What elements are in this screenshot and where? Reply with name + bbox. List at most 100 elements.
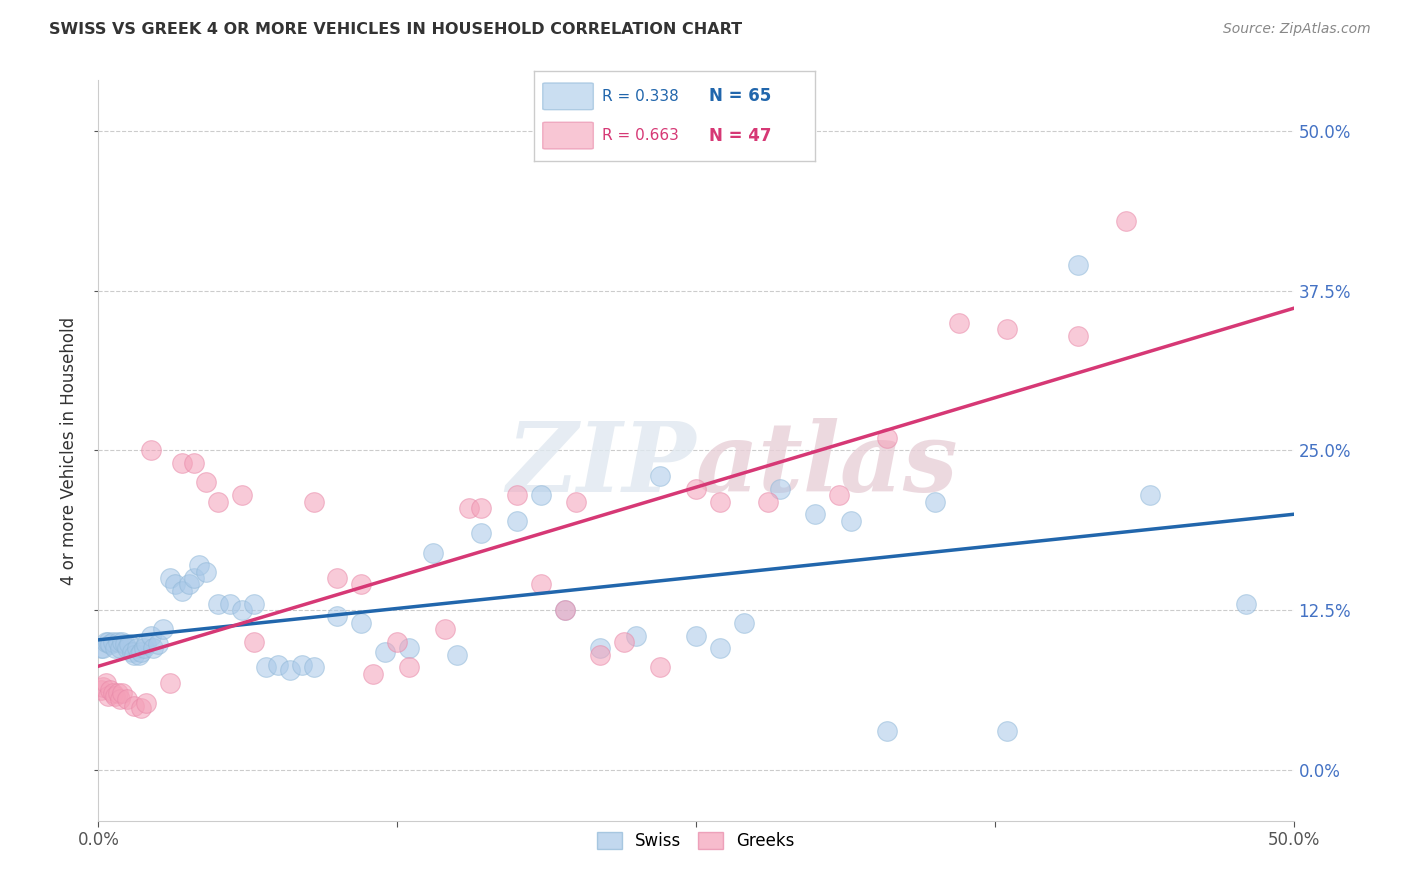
Point: [506, 488, 529, 502]
Point: [104, 641, 127, 656]
Text: R = 0.663: R = 0.663: [602, 128, 679, 143]
FancyBboxPatch shape: [543, 122, 593, 149]
Point: [804, 508, 827, 522]
Point: [302, 660, 325, 674]
Point: [422, 545, 444, 559]
Point: [254, 660, 277, 674]
Point: [207, 494, 229, 508]
Point: [107, 686, 129, 700]
Point: [876, 724, 898, 739]
Point: [219, 597, 242, 611]
FancyBboxPatch shape: [543, 83, 593, 110]
Point: [108, 692, 131, 706]
Point: [139, 443, 162, 458]
Text: N = 65: N = 65: [709, 87, 770, 105]
Point: [446, 648, 468, 662]
Point: [554, 603, 576, 617]
Point: [91, 641, 114, 656]
Point: [91, 680, 114, 694]
Point: [565, 494, 588, 508]
Point: [1067, 259, 1090, 273]
Point: [326, 571, 349, 585]
Point: [876, 431, 898, 445]
Point: [363, 666, 385, 681]
Point: [142, 641, 165, 656]
Point: [135, 696, 157, 710]
Point: [98, 638, 122, 652]
Point: [385, 635, 409, 649]
Point: [685, 629, 707, 643]
Point: [995, 322, 1018, 336]
Point: [398, 641, 420, 656]
Point: [458, 500, 481, 515]
Point: [243, 597, 266, 611]
Point: [90, 683, 112, 698]
Point: [104, 689, 127, 703]
Point: [163, 577, 186, 591]
Point: [108, 641, 131, 656]
Text: SWISS VS GREEK 4 OR MORE VEHICLES IN HOUSEHOLD CORRELATION CHART: SWISS VS GREEK 4 OR MORE VEHICLES IN HOU…: [49, 22, 742, 37]
Point: [243, 635, 266, 649]
Text: ZIP: ZIP: [506, 418, 696, 512]
Point: [530, 577, 553, 591]
Point: [124, 698, 146, 713]
Point: [648, 660, 672, 674]
Point: [470, 526, 492, 541]
Point: [131, 645, 153, 659]
Point: [756, 494, 779, 508]
Point: [709, 494, 731, 508]
Point: [172, 456, 194, 470]
Legend: Swiss, Greeks: Swiss, Greeks: [591, 825, 801, 856]
Point: [101, 635, 124, 649]
Point: [183, 456, 205, 470]
Point: [589, 641, 612, 656]
Point: [94, 675, 117, 690]
Point: [709, 641, 731, 656]
Point: [554, 603, 576, 617]
Text: R = 0.338: R = 0.338: [602, 89, 679, 103]
Point: [291, 657, 314, 672]
Point: [1115, 213, 1137, 227]
Point: [995, 724, 1018, 739]
Point: [350, 615, 373, 630]
Point: [506, 514, 529, 528]
Point: [107, 635, 129, 649]
Point: [231, 488, 253, 502]
Point: [128, 648, 150, 662]
Point: [97, 689, 120, 703]
Point: [111, 686, 134, 700]
Point: [159, 675, 181, 690]
Point: [132, 641, 155, 656]
Point: [231, 603, 253, 617]
Point: [841, 514, 863, 528]
Text: N = 47: N = 47: [709, 127, 770, 145]
Point: [768, 482, 790, 496]
Point: [90, 641, 112, 656]
Point: [278, 663, 301, 677]
Point: [114, 638, 136, 652]
Point: [1067, 328, 1090, 343]
Point: [302, 494, 325, 508]
Y-axis label: 4 or more Vehicles in Household: 4 or more Vehicles in Household: [60, 317, 79, 584]
Point: [195, 475, 218, 490]
Text: Source: ZipAtlas.com: Source: ZipAtlas.com: [1223, 22, 1371, 37]
Point: [1139, 488, 1161, 502]
Point: [115, 641, 138, 656]
Point: [195, 565, 218, 579]
Point: [374, 645, 396, 659]
Point: [172, 583, 194, 598]
Point: [131, 701, 153, 715]
Point: [124, 648, 146, 662]
Point: [648, 469, 672, 483]
Point: [101, 686, 124, 700]
Point: [326, 609, 349, 624]
Point: [125, 641, 148, 656]
Point: [97, 635, 120, 649]
Point: [350, 577, 373, 591]
Point: [159, 571, 181, 585]
Point: [589, 648, 612, 662]
Point: [118, 638, 141, 652]
Point: [207, 597, 229, 611]
Point: [434, 622, 457, 636]
Point: [470, 500, 492, 515]
